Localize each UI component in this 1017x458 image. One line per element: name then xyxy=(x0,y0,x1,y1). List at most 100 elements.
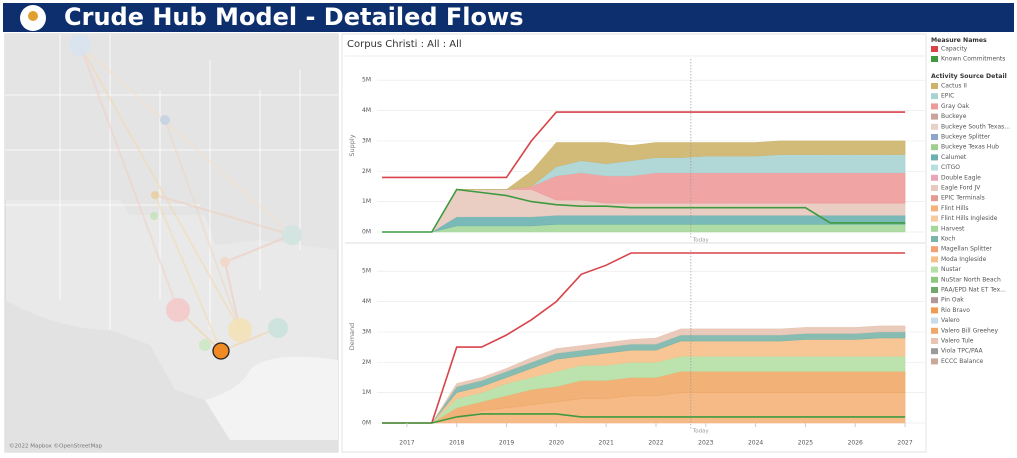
legend-item: Valero Bill Greehey xyxy=(941,327,998,334)
line xyxy=(382,188,906,233)
legend-item: Eagle Ford JV xyxy=(941,185,981,192)
legend-item: EPIC Terminals xyxy=(941,195,985,202)
legend-swatch xyxy=(931,144,938,151)
legend-swatch xyxy=(931,246,938,253)
panel-title: Corpus Christi : All : All xyxy=(347,39,462,50)
legend-item: Buckeye xyxy=(941,113,967,120)
legend-swatch xyxy=(931,174,938,181)
line xyxy=(382,413,906,424)
y-tick-label: 3M xyxy=(362,137,371,144)
hub xyxy=(160,115,170,125)
hub xyxy=(268,318,288,338)
legend-swatch xyxy=(931,164,938,171)
x-tick-label: 2027 xyxy=(897,440,912,447)
legend-item: Harvest xyxy=(941,225,965,232)
legend-swatch xyxy=(931,307,938,314)
y-axis-title: Demand xyxy=(348,323,356,351)
legend-swatch xyxy=(931,256,938,263)
legend-swatch xyxy=(931,134,938,140)
legend-swatch xyxy=(931,338,938,344)
y-tick-label: 5M xyxy=(362,77,371,84)
legend-swatch xyxy=(931,46,938,52)
legend-swatch xyxy=(931,317,938,324)
legend-item: NuStar North Beach xyxy=(941,276,1001,283)
legend-swatch xyxy=(931,266,938,273)
legend-item: Viola TPC/PAA xyxy=(941,348,984,355)
legend-item: Buckeye Splitter xyxy=(941,134,991,141)
legend-swatch xyxy=(931,185,938,191)
header-bar xyxy=(3,3,1014,32)
y-tick-label: 1M xyxy=(362,198,371,205)
selected-hub[interactable] xyxy=(212,342,230,360)
x-tick-label: 2024 xyxy=(748,440,763,447)
legend-swatch xyxy=(931,236,938,242)
x-tick-label: 2020 xyxy=(549,440,564,447)
legend-title: Activity Source Detail xyxy=(931,73,1007,80)
legend-item: Flint Hills Ingleside xyxy=(941,215,998,222)
y-tick-label: 2M xyxy=(362,359,371,366)
legend-swatch xyxy=(931,123,938,130)
legend-item: EPIC xyxy=(941,93,954,100)
hub xyxy=(151,191,159,199)
x-tick-label: 2025 xyxy=(798,440,813,447)
legend-swatch xyxy=(931,358,938,365)
y-axis-title: Supply xyxy=(348,134,356,156)
y-tick-label: 5M xyxy=(362,268,371,275)
hub xyxy=(282,225,302,245)
legend-swatch xyxy=(931,56,938,62)
today-label: Today xyxy=(692,238,710,244)
legend-swatch xyxy=(931,287,938,293)
legend: Measure Names Activity Source Detail Cap… xyxy=(931,37,1010,365)
legend-item: CITGO xyxy=(941,164,960,171)
hub xyxy=(199,339,211,351)
legend-swatch xyxy=(931,327,938,334)
hub xyxy=(69,34,91,56)
x-tick-label: 2021 xyxy=(599,440,614,447)
area xyxy=(382,325,906,424)
today-label: Today xyxy=(692,429,710,435)
legend-item: Valero xyxy=(941,317,960,324)
legend-item: Buckeye South Texas... xyxy=(941,123,1010,130)
hub xyxy=(228,318,252,342)
dashboard-title: Crude Hub Model - Detailed Flows xyxy=(64,3,523,31)
legend-item: ECCC Balance xyxy=(941,358,984,365)
legend-item: Magellan Splitter xyxy=(941,246,992,253)
legend-item: Known Commitments xyxy=(941,56,1005,63)
map: ©2022 Mapbox ©OpenStreetMap xyxy=(4,33,339,453)
hub xyxy=(150,212,158,220)
legend-swatch xyxy=(931,93,938,100)
legend-swatch xyxy=(931,215,938,222)
legend-item: Buckeye Texas Hub xyxy=(941,144,999,151)
x-tick-label: 2023 xyxy=(698,440,713,447)
y-tick-label: 1M xyxy=(362,389,371,396)
hub xyxy=(166,298,190,322)
legend-swatch xyxy=(931,83,938,89)
legend-swatch xyxy=(931,297,938,304)
area xyxy=(382,140,906,233)
flow xyxy=(79,44,179,311)
legend-title: Measure Names xyxy=(931,37,987,44)
map-attribution: ©2022 Mapbox ©OpenStreetMap xyxy=(9,443,103,450)
legend-item: Double Eagle xyxy=(941,174,981,181)
borders xyxy=(5,34,338,330)
gulf xyxy=(205,356,338,440)
land xyxy=(5,34,338,250)
legend-item: Pin Oak xyxy=(941,297,964,304)
legend-item: Valero Tule xyxy=(941,338,974,345)
x-tick-label: 2017 xyxy=(399,440,414,447)
legend-swatch xyxy=(931,113,938,120)
legend-swatch xyxy=(931,154,938,161)
legend-item: Calumet xyxy=(941,154,967,161)
legend-item: Capacity xyxy=(941,46,968,53)
legend-swatch xyxy=(931,205,938,212)
legend-item: Gray Oak xyxy=(941,103,970,110)
legend-item: Nustar xyxy=(941,266,961,273)
y-tick-label: 2M xyxy=(362,168,371,175)
flow xyxy=(154,194,222,352)
legend-swatch xyxy=(931,103,938,110)
land xyxy=(5,300,338,452)
y-tick-label: 4M xyxy=(362,107,371,114)
legend-item: Rio Bravo xyxy=(941,307,970,314)
y-tick-label: 4M xyxy=(362,298,371,305)
